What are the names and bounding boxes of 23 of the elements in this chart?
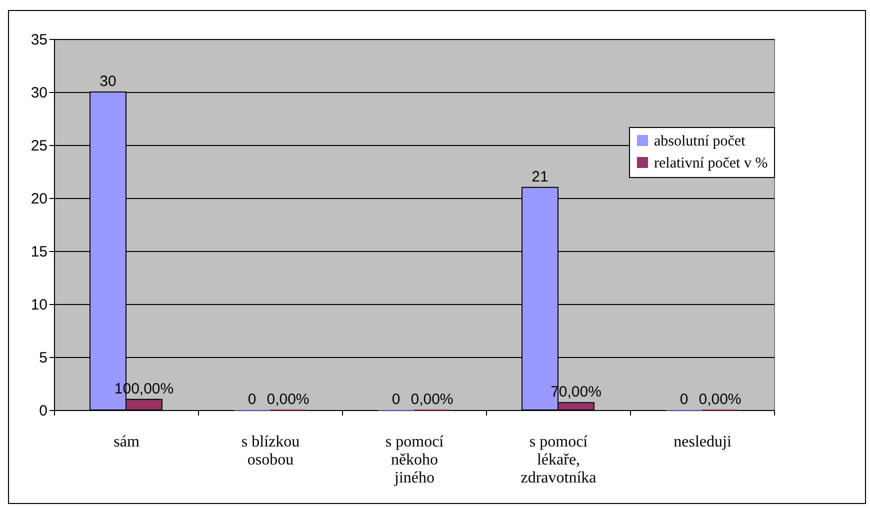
- x-tick-label: s pomocí lékaře, zdravotníka: [520, 434, 596, 486]
- legend-label: relativní počet v %: [654, 156, 768, 172]
- data-label: 0,00%: [410, 391, 454, 408]
- x-tick-label: s pomocí někoho jiného: [385, 434, 444, 486]
- y-tick-label: 15: [30, 244, 48, 260]
- y-tick-label: 30: [30, 84, 48, 102]
- data-label: 30: [100, 73, 116, 90]
- x-tick-label: nesleduji: [674, 434, 732, 450]
- y-tick-label: 5: [39, 350, 48, 366]
- y-tick-label: 35: [30, 32, 48, 48]
- y-tick-label: 20: [30, 190, 48, 208]
- legend-label: absolutní počet: [654, 134, 746, 150]
- data-label: 0,00%: [698, 391, 742, 408]
- y-tick-label: 25: [30, 138, 48, 154]
- y-tick-label: 0: [39, 402, 48, 420]
- x-tick-label: sám: [114, 434, 140, 450]
- data-label: 0,00%: [266, 391, 310, 408]
- data-label: 0: [680, 391, 688, 408]
- data-label: 0: [392, 391, 400, 408]
- y-tick-label: 10: [30, 296, 48, 314]
- data-label: 21: [532, 168, 548, 186]
- data-label: 0: [248, 391, 256, 408]
- x-tick-label: s blízkou osobou: [241, 434, 300, 468]
